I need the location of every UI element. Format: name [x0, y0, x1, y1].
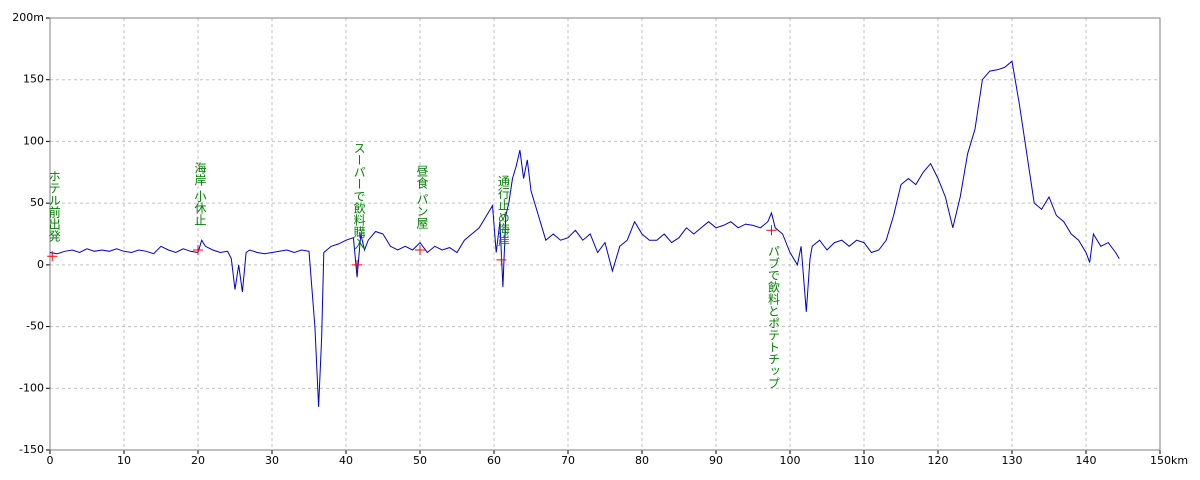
y-tick-label: 100: [23, 134, 44, 147]
x-tick-label: 60: [487, 454, 501, 467]
elevation-line: [49, 60, 1120, 407]
x-tick-label: 10: [117, 454, 131, 467]
x-tick-label: 70: [561, 454, 575, 467]
x-tick-label: 50: [413, 454, 427, 467]
annotation-marker: [766, 225, 777, 236]
y-tick-label: -50: [26, 320, 44, 333]
x-tick-label: 120: [928, 454, 949, 467]
annotation-marker: [415, 245, 425, 256]
y-tick-label: 200m: [12, 11, 44, 24]
annotation-marker: [496, 254, 507, 265]
x-tick-label: 30: [265, 454, 279, 467]
x-tick-label: 100: [780, 454, 801, 467]
annotation-label: 通行止め海岸: [496, 175, 510, 247]
annotation-label: パブで飲料とポテトチップ: [767, 245, 781, 389]
x-tick-label: 110: [854, 454, 875, 467]
x-tick-label: 40: [339, 454, 353, 467]
y-tick-label: 50: [30, 196, 44, 209]
x-tick-label: 130: [1002, 454, 1023, 467]
plot-area: [50, 18, 1160, 450]
x-tick-label: 80: [635, 454, 649, 467]
x-tick-label: 90: [709, 454, 723, 467]
annotation-label: 昼食 パン屋: [415, 165, 429, 230]
y-tick-label: -100: [19, 381, 44, 394]
annotation-marker: [193, 245, 203, 256]
annotation-marker: [352, 259, 363, 270]
annotation-label: 海岸 小休止: [193, 161, 207, 226]
x-tick-label: 140: [1076, 454, 1097, 467]
plot-frame: [49, 17, 1161, 451]
y-tick-label: 0: [37, 258, 44, 271]
x-tick-label: 150km: [1150, 454, 1188, 467]
y-tick-label: -150: [19, 443, 44, 456]
y-tick-label: 150: [23, 73, 44, 86]
x-tick-label: 0: [47, 454, 54, 467]
annotation-label: ホテル前出発: [47, 170, 61, 242]
annotation-label: スーパーで飲料購入: [352, 142, 366, 250]
annotation-marker: [47, 251, 58, 262]
x-tick-label: 20: [191, 454, 205, 467]
